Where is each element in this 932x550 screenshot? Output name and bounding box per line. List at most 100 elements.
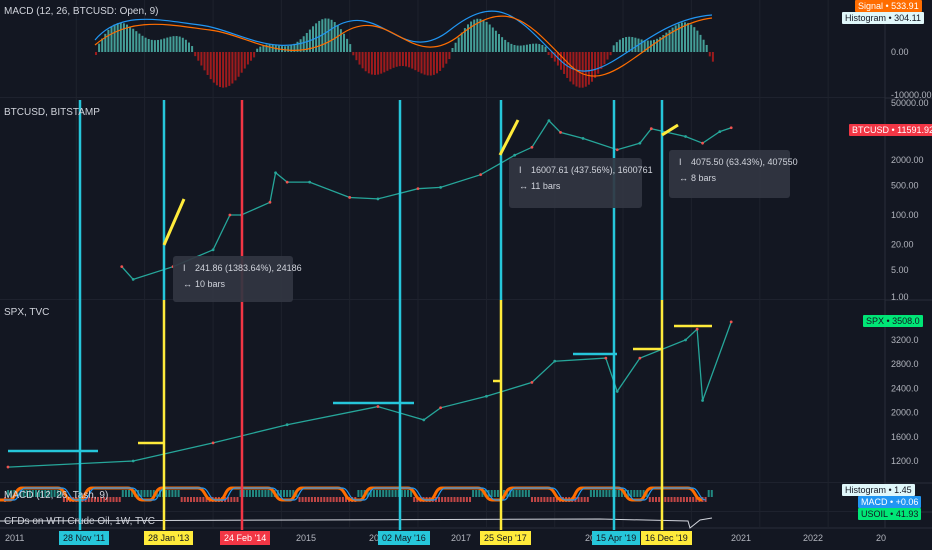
- macd-bottom-histogram-bar: [555, 497, 558, 502]
- macd-bottom-histogram-bar: [146, 490, 149, 497]
- macd-histogram-bar: [665, 32, 668, 52]
- btc-price-line-point: [559, 130, 562, 134]
- macd-bottom-histogram-bar: [695, 497, 698, 502]
- btc-axis-tick: 100.00: [891, 210, 919, 220]
- macd-histogram-bar: [581, 52, 584, 88]
- macd-bottom-histogram-bar: [605, 490, 608, 497]
- macd-histogram-bar: [256, 48, 259, 52]
- macd-histogram-bar: [203, 52, 206, 71]
- macd-bottom-histogram-bar: [25, 490, 28, 497]
- signal-price-tag: Signal • 533.91: [855, 0, 922, 12]
- date-tag[interactable]: 25 Sep '17: [480, 531, 531, 545]
- measure-bars: 11 bars: [531, 181, 561, 191]
- macd-bottom-histogram-bar: [655, 497, 657, 502]
- spx-price-line-point: [6, 465, 10, 469]
- macd-bottom-histogram-bar: [177, 490, 180, 497]
- macd-histogram-bar: [457, 37, 460, 52]
- macd-histogram-bar: [501, 37, 504, 52]
- bars-icon: ↔: [183, 279, 192, 289]
- macd-histogram-bar: [591, 52, 593, 82]
- macd-histogram-bar: [510, 43, 513, 52]
- macd-bottom-histogram-bar: [689, 497, 692, 502]
- btc-price-line-point: [684, 135, 687, 138]
- macd-bottom-histogram-bar: [332, 497, 335, 502]
- macd-bottom-histogram-bar: [31, 490, 34, 497]
- macd-histogram-bar: [408, 52, 411, 68]
- date-tag[interactable]: 28 Jan '13: [144, 531, 194, 545]
- btc-axis-tick: 20.00: [891, 240, 914, 250]
- macd-bottom-histogram-bar: [44, 490, 47, 497]
- year-label: 2022: [803, 533, 824, 543]
- measure-box-3[interactable]: I 4075.50 (63.43%), 407550 ↔ 8 bars: [669, 150, 798, 198]
- macd-histogram-bar: [135, 31, 138, 52]
- btc-price-line-point: [479, 173, 483, 177]
- macd-histogram-bar: [634, 37, 637, 52]
- macd-bottom-line: [4, 487, 707, 501]
- macd-bottom-histogram-bar: [338, 497, 341, 502]
- macd-bottom-histogram-bar: [540, 497, 543, 502]
- macd-bottom-histogram-bar: [62, 497, 65, 502]
- macd-bottom-histogram-bar: [676, 497, 679, 502]
- macd-bottom-signal: [0, 486, 703, 502]
- macd-histogram-bar: [671, 27, 674, 52]
- macd-bottom-histogram-bar: [199, 497, 202, 502]
- measure-box-1[interactable]: I 241.86 (1383.64%), 24186 ↔ 10 bars: [173, 256, 302, 302]
- macd-histogram-bar: [473, 19, 476, 52]
- spx-price-line-point: [615, 390, 619, 393]
- macd-histogram-bar: [243, 52, 246, 69]
- macd-bottom-histogram-bar: [196, 497, 199, 502]
- macd-bottom-histogram-bar: [611, 490, 614, 497]
- macd-histogram-bar: [618, 39, 621, 52]
- macd-bottom-histogram-bar: [115, 497, 118, 502]
- macd-bottom-histogram-bar: [382, 490, 385, 497]
- macd-bottom-histogram-bar: [372, 490, 375, 497]
- macd-histogram-bar: [163, 38, 166, 52]
- macd-histogram-bar: [684, 22, 686, 52]
- date-tag[interactable]: 15 Apr '19: [592, 531, 641, 545]
- macd-bottom-histogram-bar: [190, 497, 192, 502]
- macd-histogram-bar: [324, 18, 327, 53]
- macd-histogram-bar: [383, 52, 386, 73]
- macd-bottom-histogram-bar: [56, 490, 59, 497]
- macd-bottom-histogram-bar: [53, 490, 56, 497]
- macd-histogram-bar: [448, 52, 451, 60]
- macd-histogram-bar: [439, 52, 442, 71]
- macd-histogram-bar: [321, 19, 324, 52]
- macd-histogram-bar: [519, 45, 522, 52]
- macd-bottom-histogram-bar: [450, 497, 453, 502]
- measure-box-2[interactable]: I 16007.61 (437.56%), 1600761 ↔ 11 bars: [509, 158, 653, 208]
- spx-axis-tick: 1200.0: [891, 456, 919, 466]
- macd-histogram-bar: [479, 18, 482, 52]
- macd-bottom-histogram-bar: [549, 497, 552, 502]
- macd-histogram-bar: [442, 52, 445, 68]
- macd-bottom-histogram-bar: [19, 490, 22, 497]
- macd-bottom-histogram-bar: [413, 497, 416, 502]
- macd-bottom-histogram-bar: [323, 497, 326, 502]
- date-tag[interactable]: 16 Dec '19: [641, 531, 692, 545]
- date-tag[interactable]: 28 Nov '11: [59, 531, 110, 545]
- macd-bottom-histogram-bar: [496, 490, 499, 497]
- pane-background: [0, 300, 885, 483]
- macd-bottom-histogram-bar: [453, 497, 456, 502]
- macd-top-tick: -10000.00: [891, 90, 932, 100]
- macd-histogram-bar: [516, 45, 519, 52]
- macd-histogram-bar: [600, 52, 603, 70]
- macd-histogram-bar: [302, 36, 305, 52]
- macd-bottom-histogram-bar: [335, 497, 338, 502]
- macd-bottom-histogram-bar: [521, 490, 524, 497]
- date-tag[interactable]: 02 May '16: [378, 531, 430, 545]
- year-label: 20: [585, 533, 596, 543]
- macd-bottom-histogram-bar: [103, 497, 106, 502]
- macd-bottom-histogram-bar: [403, 490, 406, 497]
- macd-histogram-bar: [535, 43, 538, 52]
- macd-bottom-histogram-bar: [490, 490, 493, 497]
- btc-trend-segment: [661, 123, 679, 137]
- macd-histogram-bar: [451, 47, 454, 52]
- measure-bars: 10 bars: [195, 279, 226, 289]
- macd-histogram-bar: [222, 52, 225, 88]
- date-tag[interactable]: 24 Feb '14: [220, 531, 271, 545]
- macd-histogram-bar: [643, 40, 646, 52]
- macd-histogram-bar: [259, 46, 262, 52]
- macd-histogram-bar: [138, 33, 141, 52]
